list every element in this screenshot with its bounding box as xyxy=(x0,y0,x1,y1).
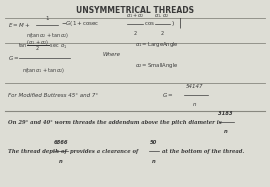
Text: $2$: $2$ xyxy=(133,29,137,37)
Text: 54147: 54147 xyxy=(186,84,203,88)
Text: 6866: 6866 xyxy=(53,140,68,145)
Text: $|$: $|$ xyxy=(178,16,182,30)
Text: $E = M +$: $E = M +$ xyxy=(8,21,30,29)
Text: $G =$: $G =$ xyxy=(8,54,19,62)
Text: at the bottom of the thread.: at the bottom of the thread. xyxy=(162,149,244,154)
Text: On 29° and 40° worm threads the addendum above the pitch diameter is: On 29° and 40° worm threads the addendum… xyxy=(8,120,222,125)
Text: $\alpha_1.\alpha_2$: $\alpha_1.\alpha_2$ xyxy=(154,12,170,20)
Text: n: n xyxy=(152,159,156,164)
Text: $- G(1 + \mathrm{cosec}$: $- G(1 + \mathrm{cosec}$ xyxy=(61,19,99,28)
Text: 50: 50 xyxy=(150,140,157,145)
Text: UNSYMMETRICAL THREADS: UNSYMMETRICAL THREADS xyxy=(76,6,194,15)
Text: The thread depth of: The thread depth of xyxy=(8,149,67,154)
Text: $)$: $)$ xyxy=(171,19,175,28)
Text: $\alpha_1+\alpha_2$: $\alpha_1+\alpha_2$ xyxy=(126,11,144,20)
Text: provides a clearance of: provides a clearance of xyxy=(70,149,139,154)
Text: n: n xyxy=(59,159,63,164)
Text: 3183: 3183 xyxy=(218,111,233,116)
Text: $\alpha_1 = \mathrm{LargeAngle}$: $\alpha_1 = \mathrm{LargeAngle}$ xyxy=(135,40,179,49)
Text: $n(\tan\alpha_1+\tan\alpha_2)$: $n(\tan\alpha_1+\tan\alpha_2)$ xyxy=(22,66,65,75)
Text: $1$: $1$ xyxy=(45,14,50,22)
Text: $\tan\dfrac{(\alpha_1+\alpha_2)}{2}\ \sec\ \alpha_1$: $\tan\dfrac{(\alpha_1+\alpha_2)}{2}\ \se… xyxy=(18,39,68,53)
Text: $G =$: $G =$ xyxy=(162,91,173,99)
Text: $n(\tan\alpha_2+\tan\alpha_2)$: $n(\tan\alpha_2+\tan\alpha_2)$ xyxy=(26,31,69,40)
Text: Where: Where xyxy=(103,52,121,57)
Text: For Modified Buttress 45° and 7°: For Modified Buttress 45° and 7° xyxy=(8,93,98,98)
Text: $\mathrm{cos}$: $\mathrm{cos}$ xyxy=(144,20,156,27)
Text: $2$: $2$ xyxy=(160,29,164,37)
Text: n: n xyxy=(224,129,227,134)
Text: $\alpha_2 = \mathrm{SmallAngle}$: $\alpha_2 = \mathrm{SmallAngle}$ xyxy=(135,61,179,70)
Text: n: n xyxy=(193,102,196,107)
